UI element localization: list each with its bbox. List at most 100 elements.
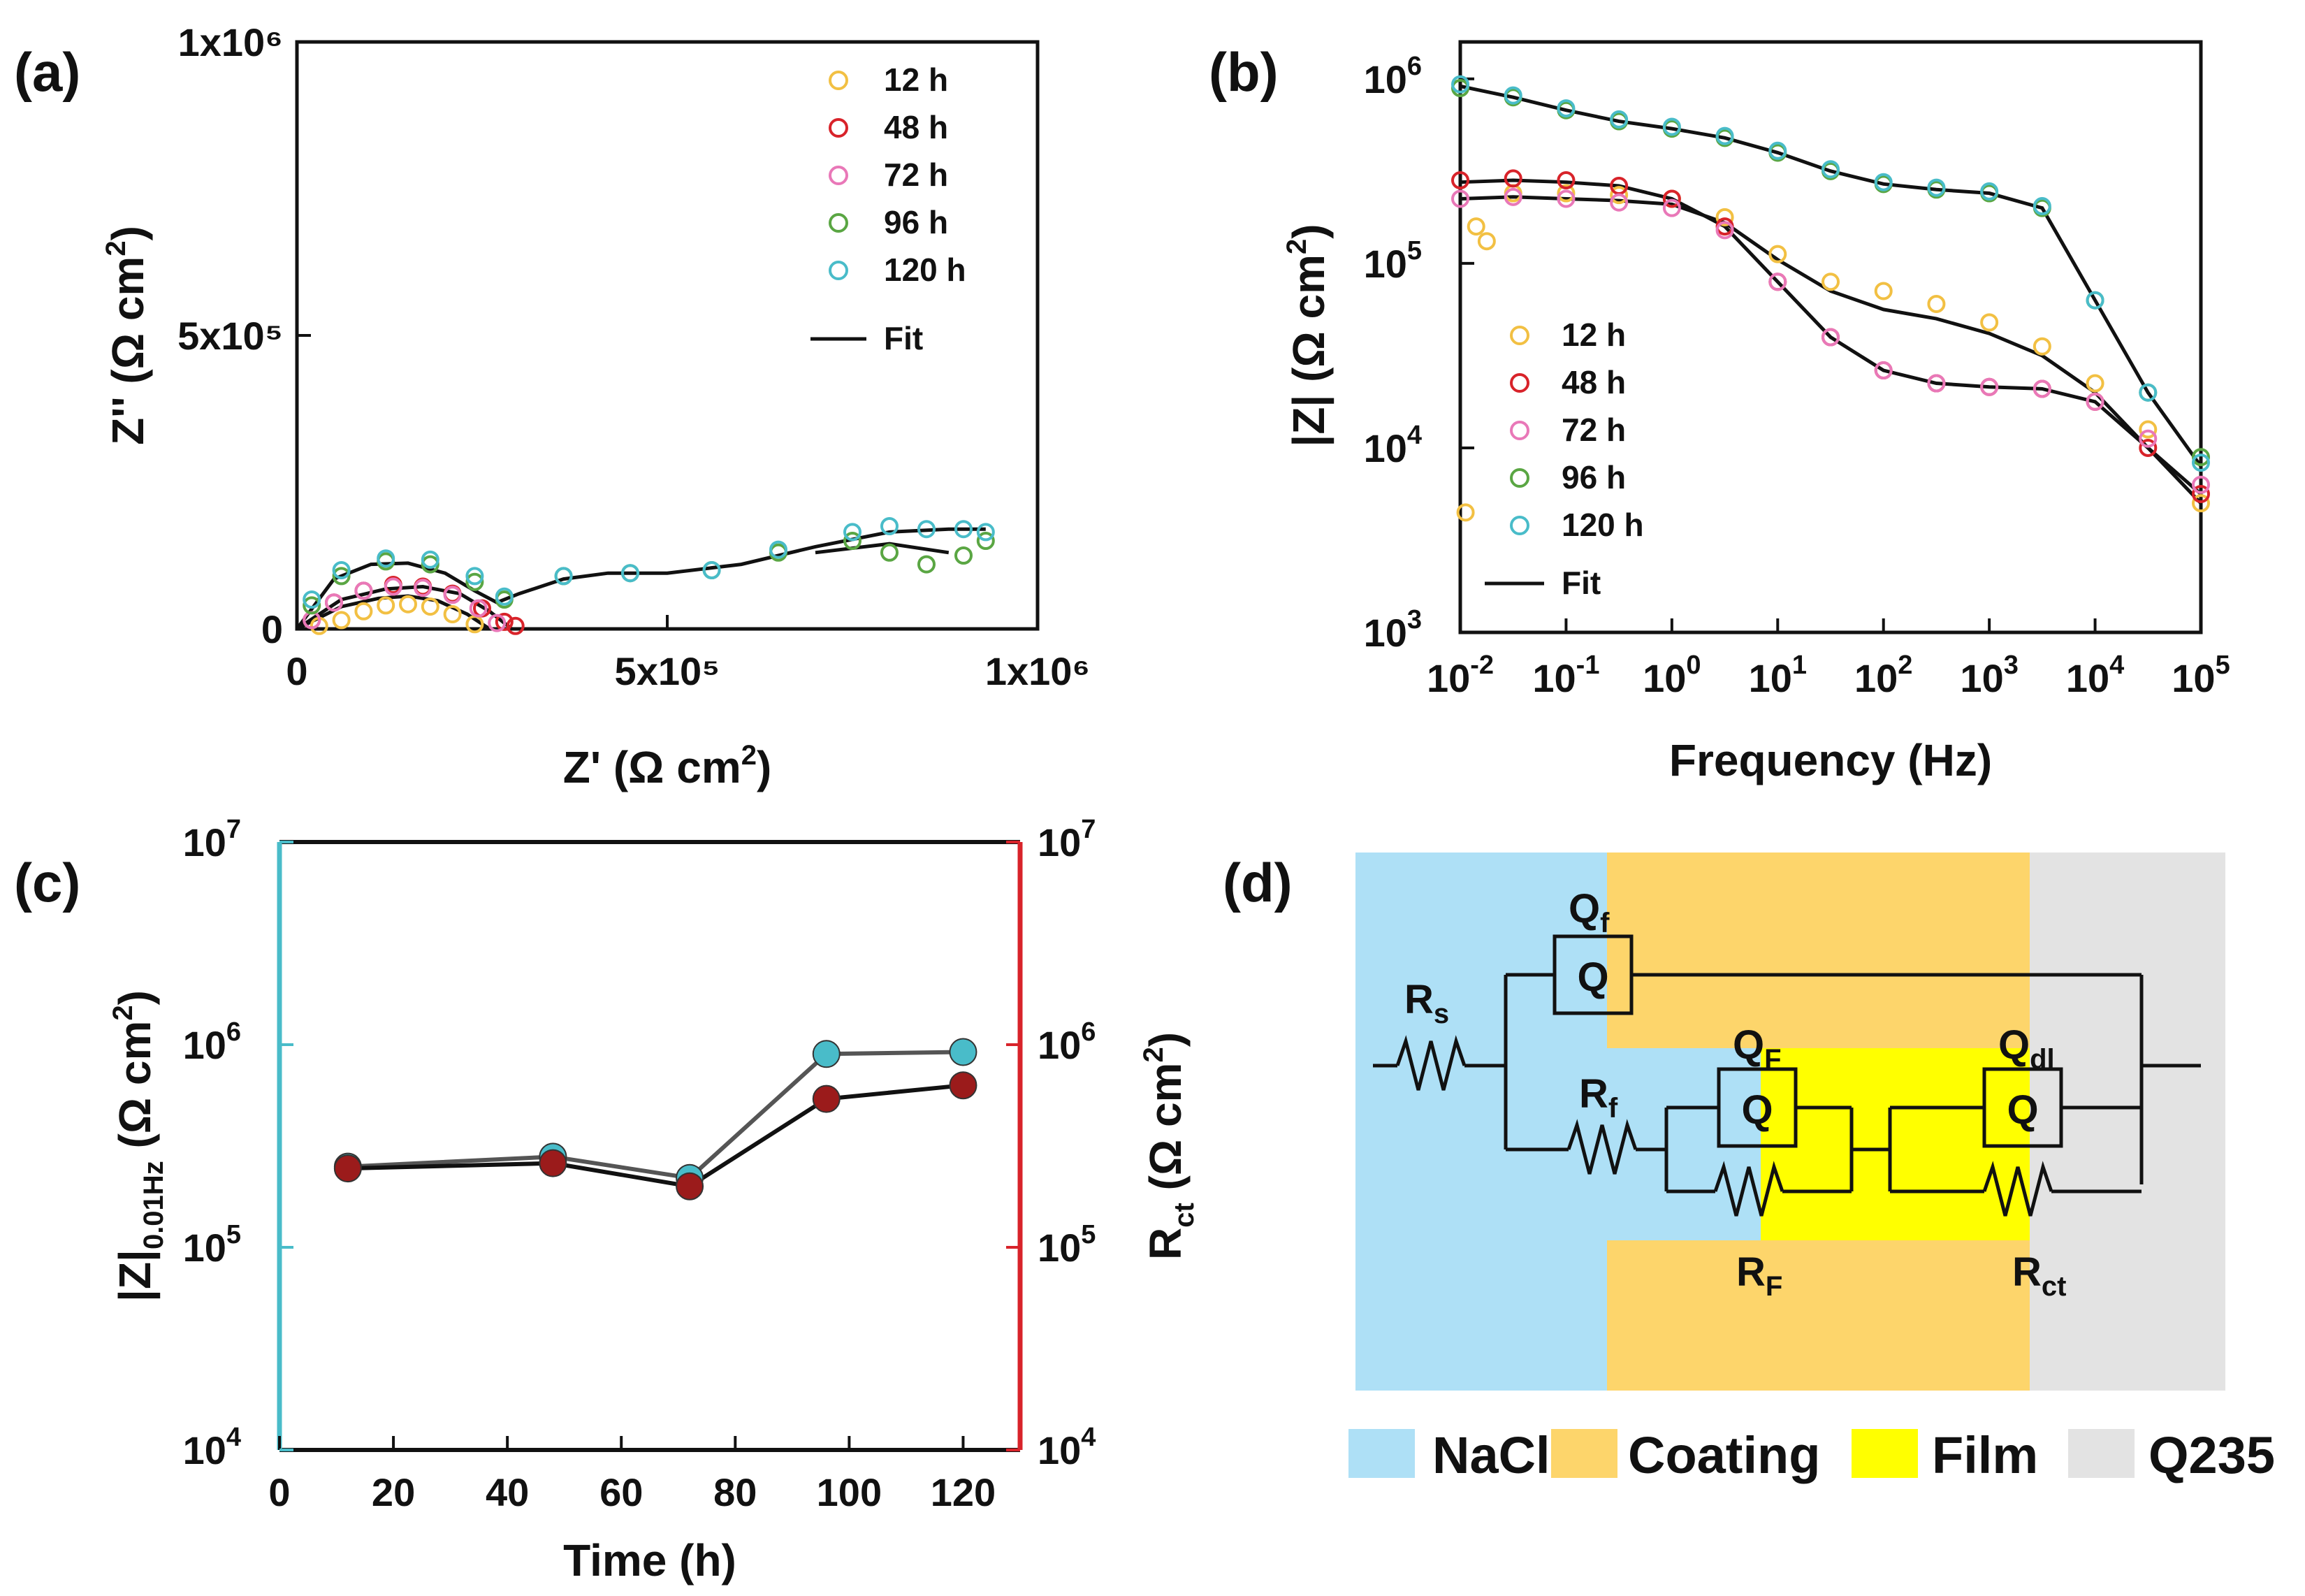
- chart-a-ticks: 0 5x10⁵ 1x10⁶ 0 5x10⁵ 1x10⁶: [177, 20, 1090, 693]
- chart-b-point: [2192, 475, 2210, 494]
- chart-c-ytick-right-label: 104: [1038, 1423, 1096, 1472]
- chart-b-points: [1451, 75, 2210, 522]
- chart-b-point: [1715, 208, 1734, 226]
- chart-a-point: [880, 517, 899, 535]
- chart-b-xtick-label: 100: [1643, 651, 1701, 700]
- chart-b-point: [1927, 374, 1946, 393]
- chart-a-point: [488, 614, 507, 632]
- chart-a-point: [495, 587, 514, 606]
- chart-b-point: [1768, 273, 1787, 291]
- chart-c-point: [676, 1172, 704, 1200]
- chart-a-point: [976, 532, 995, 550]
- chart-a-ytick-label: 1x10⁶: [178, 20, 283, 64]
- chart-a-point: [843, 523, 861, 542]
- chart-b-frame: [1458, 40, 2203, 634]
- chart-b-point: [2192, 484, 2210, 503]
- chart-c-xtick-label: 20: [372, 1470, 415, 1514]
- chart-b-legend-label: 72 h: [1562, 412, 1626, 448]
- resistor-rs: [1395, 1035, 1467, 1091]
- chart-b-point: [1467, 217, 1485, 236]
- cpe-qF-symbol: Q: [1741, 1087, 1773, 1133]
- chart-c-lines: [347, 1050, 964, 1189]
- chart-b-point: [1504, 169, 1522, 188]
- chart-a-legend-marker: [829, 118, 848, 138]
- chart-a-legend: 12 h 48 h 72 h 96 h 120 h Fit: [810, 61, 966, 356]
- chart-a-point: [506, 616, 525, 635]
- chart-a-xtick-label: 1x10⁶: [985, 649, 1090, 693]
- chart-c-point: [333, 1154, 362, 1183]
- label-rf: Rf: [1579, 1071, 1618, 1124]
- chart-a-point: [443, 586, 462, 604]
- chart-a-point: [465, 572, 484, 591]
- panel-label-a: (a): [14, 41, 80, 103]
- chart-a-point: [917, 555, 936, 574]
- label-rs: Rs: [1404, 977, 1449, 1029]
- chart-b-point: [1610, 110, 1629, 129]
- chart-a-legend-label: 12 h: [884, 61, 948, 98]
- label-rF: RF: [1736, 1249, 1782, 1302]
- chart-a-point: [421, 597, 439, 616]
- chart-a-point: [880, 543, 899, 562]
- chart-a-legend-label: 120 h: [884, 252, 966, 288]
- chart-b-legend-marker: [1510, 373, 1529, 393]
- resistor-rct: [1982, 1161, 2053, 1217]
- chart-a-point: [354, 602, 373, 621]
- chart-b-point: [2139, 429, 2158, 448]
- chart-b-point: [2139, 383, 2158, 402]
- chart-a-xtick-label: 0: [286, 649, 307, 693]
- chart-a-point: [495, 612, 514, 631]
- chart-b-point: [2139, 420, 2158, 439]
- chart-a-point: [325, 593, 343, 612]
- chart-b-legend-label: 48 h: [1562, 364, 1626, 400]
- panel-label-b: (b): [1209, 41, 1279, 103]
- chart-a-point: [332, 611, 351, 630]
- chart-b-point: [2033, 197, 2051, 216]
- label-qF: QF: [1733, 1022, 1782, 1075]
- chart-b-point: [1768, 141, 1787, 160]
- chart-a-legend-label: 48 h: [884, 109, 948, 145]
- chart-a-xtick-label: 5x10⁵: [615, 649, 720, 693]
- chart-a-point: [384, 577, 402, 596]
- chart-a-ytick-label: 5x10⁵: [177, 314, 283, 358]
- chart-a-point: [976, 523, 995, 542]
- chart-b-ytick-label: 106: [1364, 52, 1422, 101]
- chart-a-legend-fit-label: Fit: [884, 320, 923, 356]
- chart-b-point: [1822, 328, 1840, 347]
- chart-c: 0 20 40 60 80 100 120104105106107104105106107 …: [108, 815, 1200, 1586]
- circuit-wires: [1373, 934, 2201, 1217]
- chart-b-point: [1456, 503, 1475, 522]
- chart-a-point: [303, 596, 321, 615]
- chart-b-point: [1662, 198, 1681, 217]
- chart-a-point: [414, 579, 432, 597]
- chart-c-ytick-right-label: 105: [1038, 1220, 1096, 1270]
- chart-a-point: [377, 596, 395, 615]
- chart-b-ytick-label: 104: [1364, 421, 1422, 470]
- chart-c-ytick-right-label: 106: [1038, 1017, 1096, 1067]
- chart-c-series-line: [347, 1050, 964, 1180]
- chart-a-point: [917, 520, 936, 539]
- label-qdl: Qdl: [1998, 1022, 2055, 1075]
- chart-a-ylabel: Z'' (Ω cm2): [101, 226, 153, 445]
- chart-b-point: [1715, 126, 1734, 145]
- chart-b-point: [2139, 438, 2158, 457]
- chart-c-ticks: 0 20 40 60 80 100 120 104 105 106 107 104 105 106 107: [183, 815, 1096, 1514]
- chart-b-fit-line: [1460, 84, 2203, 467]
- chart-b-point: [1557, 189, 1576, 208]
- chart-c-xtick-label: 100: [817, 1470, 882, 1514]
- chart-b-point: [1980, 182, 1999, 201]
- chart-b-xtick-label: 10-2: [1427, 651, 1494, 700]
- chart-b-point: [1715, 221, 1734, 240]
- chart-a-point: [443, 605, 462, 623]
- chart-b-point: [2192, 494, 2210, 513]
- chart-c-point: [812, 1084, 841, 1113]
- chart-b-point: [1980, 377, 1999, 396]
- chart-b-point: [1451, 75, 1469, 94]
- cpe-qdl-symbol: Q: [2007, 1087, 2038, 1133]
- legend-swatch-film: [1852, 1429, 1918, 1478]
- chart-b: 10-2 10-1 100 101 102 103 104 105 103 104 105 106 1…: [1281, 40, 2230, 785]
- chart-b-xlabel: Frequency (Hz): [1669, 735, 1992, 785]
- chart-b-fit-line: [1460, 195, 2202, 505]
- chart-b-point: [1557, 171, 1576, 190]
- chart-c-xtick-label: 40: [486, 1470, 529, 1514]
